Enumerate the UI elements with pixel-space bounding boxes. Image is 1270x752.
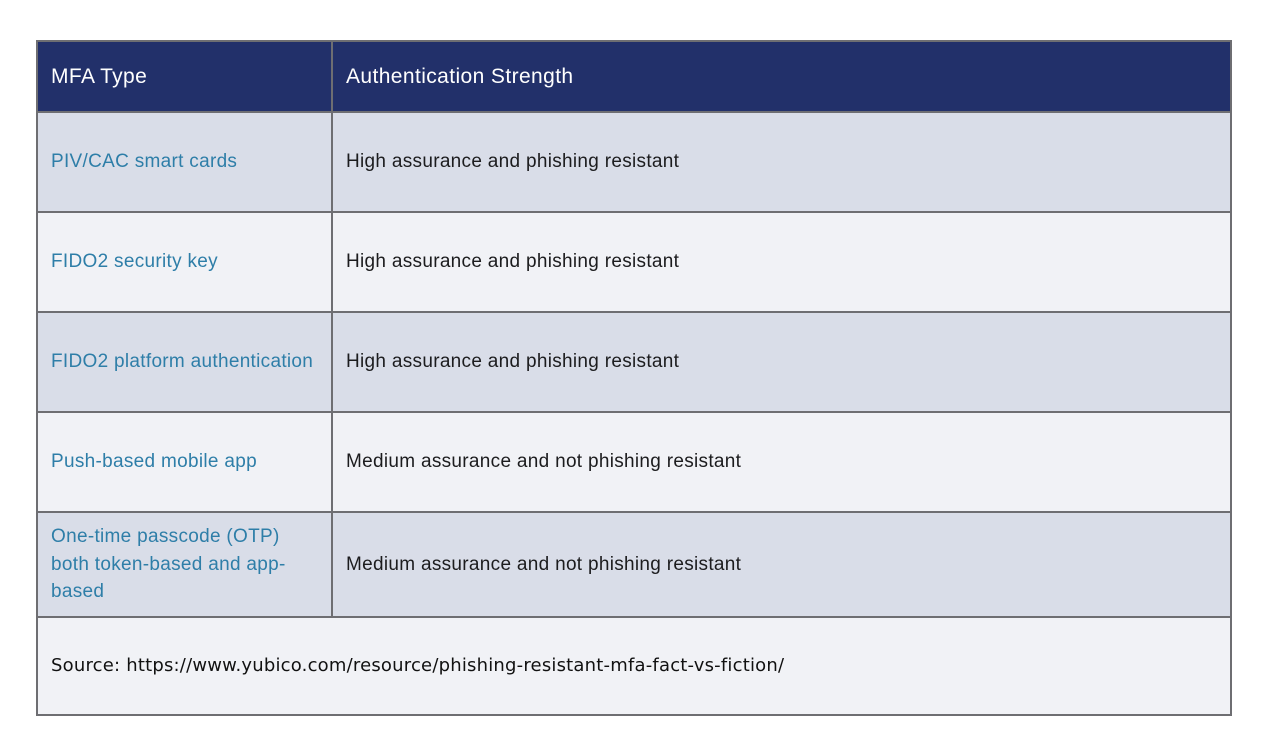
column-header-auth-strength: Authentication Strength bbox=[331, 40, 1232, 113]
table-row: FIDO2 platform authentication High assur… bbox=[36, 311, 1232, 413]
mfa-type-link-push-mobile-app[interactable]: Push-based mobile app bbox=[36, 411, 333, 513]
header-row: MFA Type Authentication Strength bbox=[36, 40, 1232, 113]
table-row: Push-based mobile app Medium assurance a… bbox=[36, 411, 1232, 513]
source-row: Source: https://www.yubico.com/resource/… bbox=[36, 615, 1232, 716]
strength-cell: Medium assurance and not phishing resist… bbox=[331, 411, 1232, 513]
strength-cell: High assurance and phishing resistant bbox=[331, 211, 1232, 313]
strength-cell: Medium assurance and not phishing resist… bbox=[331, 511, 1232, 618]
strength-cell: High assurance and phishing resistant bbox=[331, 111, 1232, 213]
strength-cell: High assurance and phishing resistant bbox=[331, 311, 1232, 413]
table-body: PIV/CAC smart cards High assurance and p… bbox=[36, 111, 1232, 618]
column-header-mfa-type: MFA Type bbox=[36, 40, 333, 113]
mfa-comparison-table: MFA Type Authentication Strength PIV/CAC… bbox=[36, 40, 1232, 716]
mfa-type-link-fido2-security-key[interactable]: FIDO2 security key bbox=[36, 211, 333, 313]
table-row: One-time passcode (OTP) both token-based… bbox=[36, 511, 1232, 618]
source-text: Source: https://www.yubico.com/resource/… bbox=[36, 615, 1232, 716]
table-footer: Source: https://www.yubico.com/resource/… bbox=[36, 615, 1232, 716]
mfa-type-link-fido2-platform[interactable]: FIDO2 platform authentication bbox=[36, 311, 333, 413]
table-row: PIV/CAC smart cards High assurance and p… bbox=[36, 111, 1232, 213]
mfa-type-link-piv-cac[interactable]: PIV/CAC smart cards bbox=[36, 111, 333, 213]
table-row: FIDO2 security key High assurance and ph… bbox=[36, 211, 1232, 313]
table-header: MFA Type Authentication Strength bbox=[36, 40, 1232, 113]
mfa-type-link-otp[interactable]: One-time passcode (OTP) both token-based… bbox=[36, 511, 333, 618]
